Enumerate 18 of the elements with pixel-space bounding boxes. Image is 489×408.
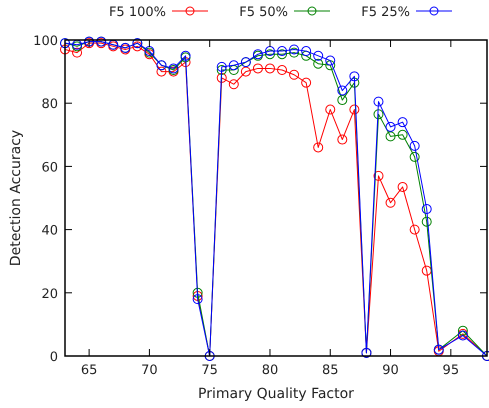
y-tick-label: 20: [41, 286, 58, 302]
x-tick-label: 90: [382, 363, 399, 378]
x-tick-label: 95: [442, 363, 460, 378]
x-tick-label: 85: [322, 363, 339, 378]
y-axis-title: Detection Accuracy: [8, 130, 24, 266]
x-tick-label: 80: [262, 363, 278, 378]
legend-label: F5 50%: [239, 5, 288, 20]
x-tick-label: 75: [201, 363, 218, 378]
y-tick-label: 0: [50, 350, 58, 365]
y-tick-label: 100: [33, 34, 58, 49]
legend-label: F5 100%: [108, 5, 166, 20]
y-tick-label: 40: [41, 224, 58, 239]
x-axis-title: Primary Quality Factor: [198, 386, 354, 402]
legend-label: F5 25%: [361, 5, 410, 20]
y-tick-label: 80: [41, 97, 58, 112]
x-tick-label: 65: [80, 363, 98, 378]
x-tick-label: 70: [141, 363, 158, 378]
y-tick-label: 60: [41, 160, 58, 176]
